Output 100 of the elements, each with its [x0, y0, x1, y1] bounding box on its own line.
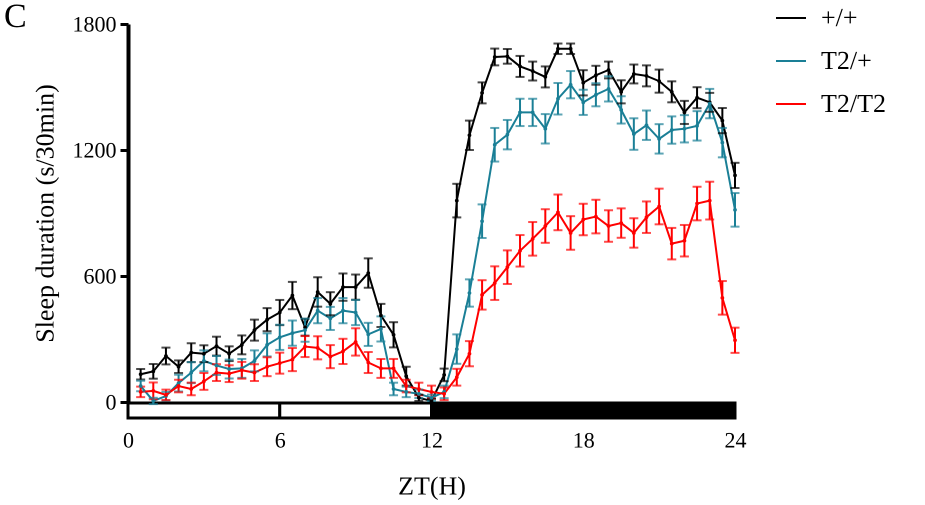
y-tick-label: 0 [106, 390, 116, 414]
point [468, 291, 472, 295]
point [530, 110, 535, 114]
point [682, 126, 686, 131]
point [543, 75, 548, 79]
point [518, 248, 522, 253]
point [202, 358, 206, 363]
point [720, 296, 724, 300]
point [328, 316, 332, 320]
point [252, 328, 256, 332]
point [733, 208, 737, 212]
point [265, 364, 269, 369]
point [265, 318, 269, 322]
point [682, 238, 686, 243]
point [530, 69, 535, 73]
point [657, 79, 661, 83]
point [670, 128, 674, 132]
point [644, 215, 648, 220]
point [733, 338, 737, 342]
point [227, 367, 232, 371]
point [151, 369, 156, 374]
point [506, 265, 510, 270]
point [454, 347, 459, 351]
point [303, 328, 307, 332]
x-tick-label: 12 [421, 428, 443, 452]
y-tick-label: 1800 [72, 12, 116, 36]
point [720, 140, 724, 145]
point [240, 343, 244, 347]
point [492, 55, 497, 59]
point [316, 308, 320, 313]
point [492, 142, 497, 147]
point [354, 285, 358, 289]
point [733, 174, 737, 178]
point [454, 375, 459, 380]
point [480, 91, 484, 95]
point [214, 370, 218, 374]
point [138, 384, 143, 388]
point [581, 218, 586, 222]
point [606, 68, 610, 72]
point [506, 54, 510, 58]
point [695, 124, 699, 128]
point [341, 350, 345, 354]
point [581, 80, 586, 85]
text: C [4, 0, 27, 36]
point [581, 100, 586, 104]
point [430, 390, 434, 394]
point [480, 293, 484, 297]
point [632, 132, 636, 136]
point [619, 108, 624, 112]
point [468, 133, 472, 138]
point [379, 366, 383, 370]
point [366, 332, 370, 336]
point [392, 332, 396, 337]
point [392, 387, 396, 391]
point [670, 242, 674, 246]
point [442, 373, 446, 377]
x-axis-title: ZT(H) [398, 472, 466, 500]
point [227, 352, 232, 356]
point [568, 46, 572, 51]
point [392, 366, 396, 370]
point [556, 96, 560, 101]
point [278, 361, 282, 366]
point [416, 387, 421, 391]
point [316, 346, 320, 350]
point [682, 110, 686, 114]
point [316, 290, 320, 294]
point [341, 308, 345, 313]
point [454, 198, 459, 202]
point [644, 74, 648, 78]
point [594, 73, 598, 78]
point [404, 384, 408, 388]
x-tick-label: 18 [572, 428, 595, 452]
point [138, 390, 143, 394]
point [189, 370, 194, 374]
point [202, 380, 206, 384]
point [619, 221, 624, 225]
point [290, 331, 294, 335]
point [290, 358, 294, 362]
point [176, 384, 180, 388]
point [632, 72, 636, 76]
point [506, 132, 510, 137]
point [708, 198, 712, 202]
point [189, 387, 194, 391]
point [543, 224, 548, 228]
legend-label: T2/+ [821, 46, 872, 75]
point [354, 340, 358, 344]
point [657, 204, 661, 208]
point [151, 389, 156, 393]
y-axis-title: Sleep duration (s/30min) [30, 84, 60, 343]
point [379, 314, 383, 318]
point [303, 344, 307, 348]
point [138, 372, 143, 376]
point [404, 390, 408, 394]
point [670, 90, 674, 94]
point [278, 335, 282, 340]
point [252, 370, 256, 374]
point [214, 364, 218, 368]
point [252, 358, 256, 363]
point [290, 294, 294, 298]
y-tick-label: 600 [84, 264, 116, 288]
